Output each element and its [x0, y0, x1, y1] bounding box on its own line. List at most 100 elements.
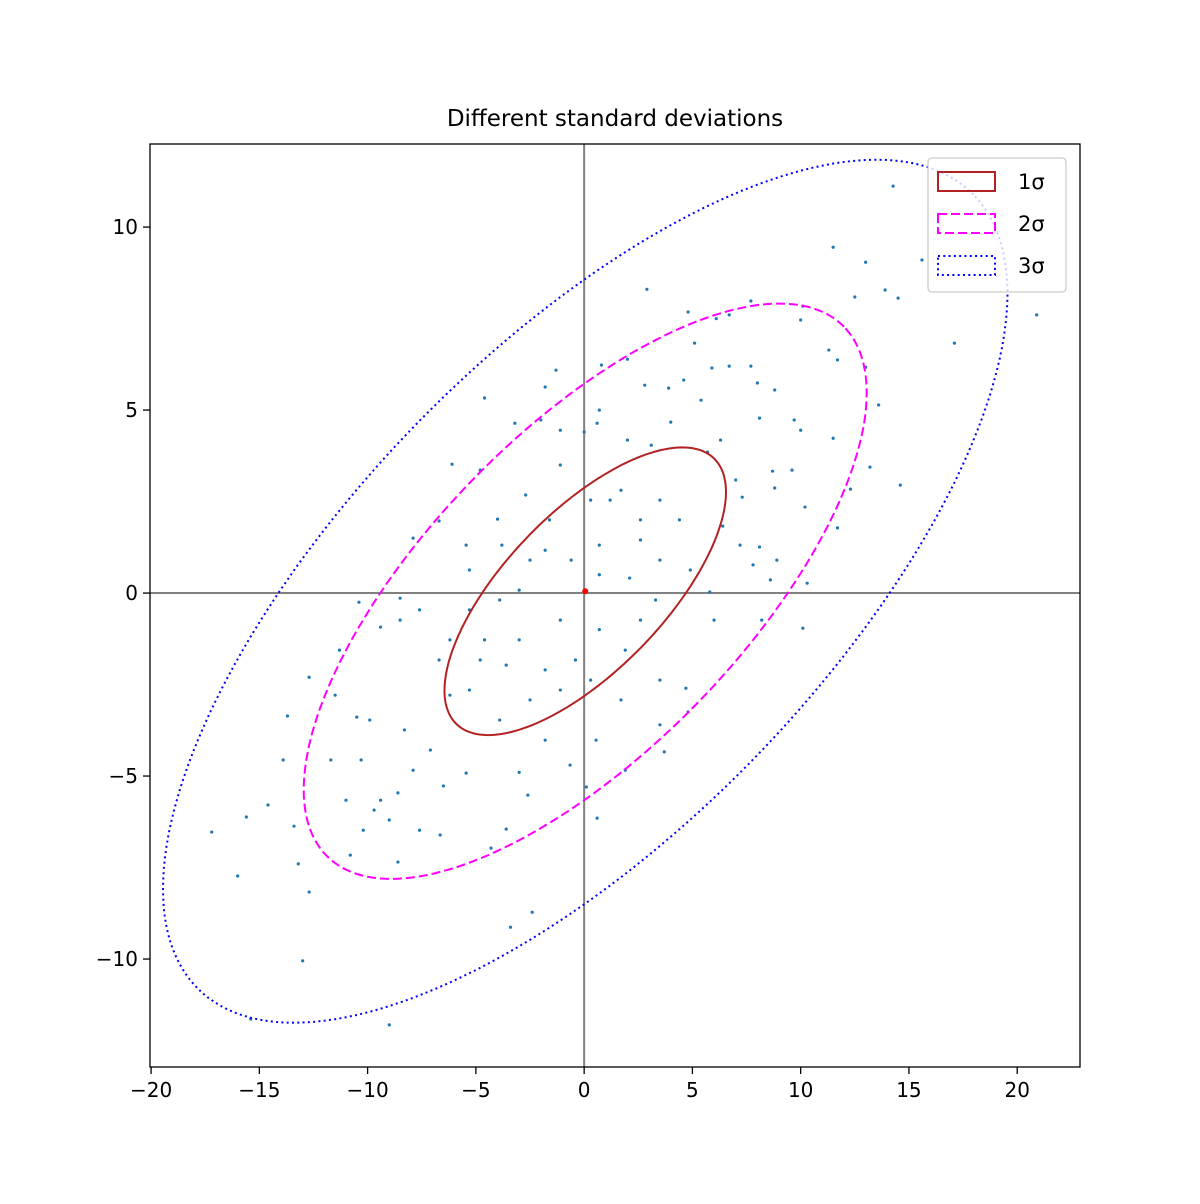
x-tick-label: 5: [686, 1078, 699, 1102]
scatter-point: [244, 815, 248, 819]
scatter-point: [236, 874, 240, 878]
scatter-point: [638, 618, 643, 622]
mean-marker: [582, 588, 589, 595]
scatter-point: [498, 598, 502, 602]
scatter-point: [710, 366, 714, 370]
x-tick-label: 10: [788, 1078, 813, 1102]
scatter-point: [396, 791, 400, 795]
scatter-point: [450, 462, 454, 466]
x-tick-label: −10: [347, 1078, 389, 1102]
scatter-point: [853, 295, 857, 299]
scatter-point: [517, 638, 521, 642]
scatter-point: [658, 498, 662, 502]
scatter-point: [773, 486, 777, 490]
scatter-point: [662, 750, 666, 754]
scatter-point: [920, 258, 924, 262]
x-tick-label: 15: [896, 1078, 921, 1102]
scatter-point: [482, 396, 487, 400]
scatter-point: [790, 468, 794, 472]
scatter-point: [526, 793, 530, 797]
scatter-point: [296, 862, 300, 866]
scatter-point: [658, 678, 662, 682]
legend: 1σ 2σ 3σ: [927, 157, 1067, 293]
scatter-point: [498, 718, 502, 722]
scatter-point: [645, 287, 649, 291]
scatter-point: [558, 688, 562, 692]
scatter-point: [760, 618, 764, 622]
x-tick-label: 20: [1004, 1078, 1029, 1102]
scatter-point: [285, 714, 290, 718]
scatter-point: [411, 536, 415, 540]
scatter-point: [727, 313, 731, 317]
scatter-point: [877, 403, 881, 407]
scatter-point: [558, 428, 562, 432]
scatter-point: [539, 418, 543, 422]
scatter-point: [666, 386, 671, 390]
scatter-point: [883, 288, 887, 292]
scatter-point: [770, 469, 775, 473]
scatter-point: [372, 808, 376, 812]
scatter-point: [619, 488, 623, 492]
scatter-point: [428, 748, 433, 752]
y-tick-label: 5: [125, 398, 138, 422]
scatter-point: [528, 558, 532, 562]
scatter-point: [524, 493, 528, 497]
scatter-point: [768, 578, 772, 582]
scatter-point: [558, 618, 562, 622]
scatter-point: [411, 768, 415, 772]
scatter-point: [740, 495, 744, 499]
chart-title: Different standard deviations: [447, 106, 783, 132]
legend-label-2sigma: 2σ: [1018, 212, 1045, 236]
scatter-point: [594, 738, 598, 742]
scatter-point: [896, 296, 900, 300]
scatter-point: [684, 686, 688, 690]
scatter-point: [682, 378, 686, 382]
ellipse-2sigma: [302, 302, 868, 880]
scatter-point: [398, 618, 402, 622]
plot-inner: [150, 144, 1080, 1067]
scatter-point: [547, 518, 552, 522]
scatter-point: [441, 784, 445, 788]
axes-frame: [149, 143, 1081, 1068]
legend-swatch-2sigma: [937, 213, 996, 234]
scatter-point: [625, 357, 630, 361]
scatter-point: [467, 688, 471, 692]
scatter-point: [543, 738, 547, 742]
scatter-point: [898, 483, 902, 487]
scatter-point: [755, 381, 759, 385]
ellipse-1sigma: [443, 446, 728, 737]
scatter-point: [749, 364, 753, 368]
scatter-point: [543, 548, 547, 552]
plot-area: −20 −15 −10 −5 0 5 10 15 20 −10 −5 0 5 10: [96, 143, 1081, 1102]
legend-swatch-1sigma: [937, 171, 996, 192]
scatter-point: [891, 184, 895, 188]
scatter-point: [584, 785, 588, 789]
x-tick-label: 0: [578, 1078, 591, 1102]
scatter-point: [643, 383, 647, 387]
scatter-point: [638, 538, 643, 542]
scatter-point: [868, 465, 872, 469]
scatter-point: [589, 498, 593, 502]
scatter-point: [597, 573, 601, 577]
scatter-point: [582, 430, 586, 434]
scatter-point: [773, 388, 777, 392]
y-tick-label: −5: [109, 764, 138, 788]
scatter-point: [513, 421, 517, 425]
scatter-point: [708, 590, 712, 594]
scatter-point: [803, 505, 807, 509]
scatter-point: [504, 827, 508, 831]
scatter-point: [379, 625, 383, 629]
scatter-point: [482, 638, 487, 642]
scatter-point: [749, 299, 753, 303]
scatter-point: [727, 364, 731, 368]
scatter-point: [437, 519, 441, 523]
scatter-point: [489, 846, 493, 850]
scatter-point: [801, 626, 805, 630]
scatter-point: [653, 598, 658, 602]
scatter-point: [438, 833, 442, 837]
scatter-point: [478, 658, 482, 662]
scatter-point: [558, 463, 562, 467]
scatter-point: [628, 576, 632, 580]
scatter-point: [608, 498, 612, 502]
